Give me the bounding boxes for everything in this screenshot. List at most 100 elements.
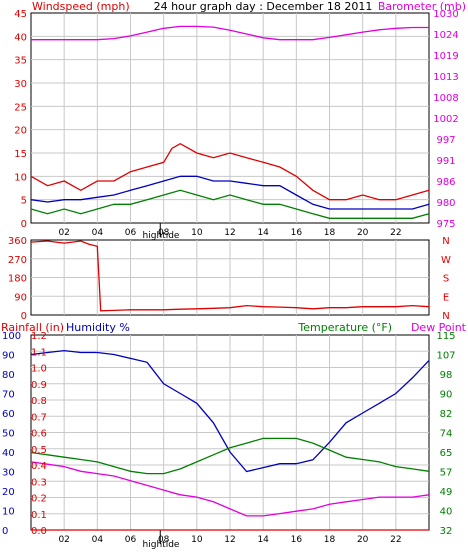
- x-tick-label: 10: [191, 228, 203, 238]
- y-tick-label-left: 360: [8, 236, 27, 247]
- y-tick-label-right: 997: [436, 135, 455, 146]
- barometer-axis-label: Barometer (mb): [378, 0, 466, 13]
- y-tick-label-left: 0.1: [31, 510, 47, 521]
- y-tick-label-right: 1030: [433, 9, 458, 20]
- y-tick-label-right: 1024: [433, 30, 458, 41]
- y-tick-label-humidity: 30: [2, 468, 15, 479]
- y-tick-label-left: 20: [14, 126, 27, 137]
- y-tick-label-right: 991: [436, 156, 455, 167]
- y-tick-label-left: 0.7: [31, 412, 47, 423]
- y-tick-label-right: 65: [440, 448, 453, 459]
- x-tick-label: 18: [324, 228, 336, 238]
- x-tick-label: 20: [357, 535, 369, 545]
- y-tick-label-left: 35: [14, 56, 27, 67]
- y-tick-label-right: N: [442, 236, 449, 247]
- x-tick-label: 08: [158, 228, 170, 238]
- x-tick-label: 14: [257, 228, 269, 238]
- y-tick-label-left: 0: [21, 219, 27, 230]
- title: 24 hour graph day : December 18 2011: [154, 0, 373, 13]
- x-tick-label: 12: [224, 228, 235, 238]
- x-tick-label: 22: [390, 535, 401, 545]
- y-tick-label-left: 0.2: [31, 494, 47, 505]
- y-tick-label-right: 1002: [433, 114, 458, 125]
- series-line-blue: [30, 175, 430, 210]
- y-tick-label-right: 90: [440, 390, 453, 401]
- y-tick-label-humidity: 70: [2, 390, 15, 401]
- y-tick-label-humidity: 50: [2, 429, 15, 440]
- x-tick-label: 12: [224, 535, 235, 545]
- series-line-blue: [30, 349, 430, 473]
- y-tick-label-left: 10: [14, 172, 27, 183]
- x-tick-label: 06: [125, 535, 137, 545]
- y-tick-label-left: 15: [14, 149, 27, 160]
- y-tick-label-right: 74: [440, 429, 453, 440]
- y-tick-label-right: W: [441, 255, 451, 266]
- y-tick-label-left: 1.0: [31, 364, 47, 375]
- y-tick-label-right: 1013: [433, 72, 458, 83]
- series-line-green: [30, 437, 430, 475]
- y-tick-label-left: 1.1: [31, 347, 47, 358]
- x-tick-label: 14: [257, 535, 269, 545]
- x-tick-label: 10: [191, 535, 203, 545]
- x-tick-label: 18: [324, 535, 336, 545]
- y-tick-label-left: 1.2: [31, 331, 47, 342]
- x-tick-label: 06: [125, 228, 137, 238]
- y-tick-label-humidity: 20: [2, 487, 15, 498]
- y-tick-label-left: 0.6: [31, 429, 47, 440]
- y-tick-label-right: 40: [440, 507, 453, 518]
- x-tick-label: 04: [92, 535, 104, 545]
- x-tick-label: 20: [357, 228, 369, 238]
- series-line-green: [30, 189, 430, 219]
- temperature-axis-label: Temperature (°F): [297, 321, 392, 334]
- y-tick-label-right: 57: [440, 468, 453, 479]
- y-tick-label-humidity: 100: [2, 331, 21, 342]
- y-tick-label-humidity: 10: [2, 507, 15, 518]
- y-tick-label-left: 0.4: [31, 461, 47, 472]
- humidity-axis-label: Humidity %: [66, 321, 130, 334]
- y-tick-label-right: 1019: [433, 51, 458, 62]
- y-tick-label-left: 270: [8, 255, 27, 266]
- windspeed-axis-label: Windspeed (mph): [32, 0, 130, 13]
- y-tick-label-right: 980: [436, 198, 455, 209]
- x-tick-label: 02: [58, 535, 69, 545]
- y-tick-label-right: 986: [436, 177, 455, 188]
- y-tick-label-right: 115: [436, 331, 455, 342]
- y-tick-label-left: 0.3: [31, 477, 47, 488]
- y-tick-label-left: 0: [21, 311, 27, 322]
- y-tick-label-left: 180: [8, 274, 27, 285]
- series-line-magenta: [31, 25, 429, 41]
- rainfall-axis-label: Rainfall (in): [1, 321, 64, 334]
- y-tick-label-left: 0.8: [31, 396, 47, 407]
- y-tick-label-right: 82: [440, 409, 453, 420]
- y-tick-label-left: 25: [14, 102, 27, 113]
- hightide-label-bottom: hightide: [143, 540, 180, 550]
- y-tick-label-humidity: 90: [2, 351, 15, 362]
- y-tick-label-left: 5: [21, 196, 27, 207]
- y-tick-label-right: 49: [440, 487, 453, 498]
- hightide-label-top: hightide: [143, 231, 180, 241]
- y-tick-label-right: E: [443, 292, 449, 303]
- y-tick-label-left: 40: [14, 32, 27, 43]
- y-tick-label-humidity: 80: [2, 370, 15, 381]
- y-tick-label-right: S: [443, 274, 449, 285]
- x-tick-label: 04: [92, 228, 104, 238]
- y-tick-label-left: 0.5: [31, 445, 47, 456]
- y-tick-label-right: 1008: [433, 93, 458, 104]
- x-tick-label: 08: [158, 535, 170, 545]
- series-line-red: [30, 240, 430, 312]
- dewpoint-axis-label: Dew Point: [411, 321, 467, 334]
- y-tick-label-left: 30: [14, 79, 27, 90]
- y-tick-label-right: N: [442, 311, 449, 322]
- x-tick-label: 02: [58, 228, 69, 238]
- y-tick-label-left: 0.9: [31, 380, 47, 391]
- y-tick-label-right: 98: [440, 370, 453, 381]
- x-tick-label: 16: [291, 535, 303, 545]
- y-tick-label-left: 45: [14, 9, 27, 20]
- x-tick-label: 22: [390, 228, 401, 238]
- y-tick-label-right: 975: [436, 219, 455, 230]
- y-tick-label-left: 0.0: [31, 526, 47, 537]
- series-line-red: [30, 142, 430, 201]
- x-tick-label: 16: [291, 228, 303, 238]
- y-tick-label-humidity: 0: [2, 526, 8, 537]
- y-tick-label-right: 107: [436, 351, 455, 362]
